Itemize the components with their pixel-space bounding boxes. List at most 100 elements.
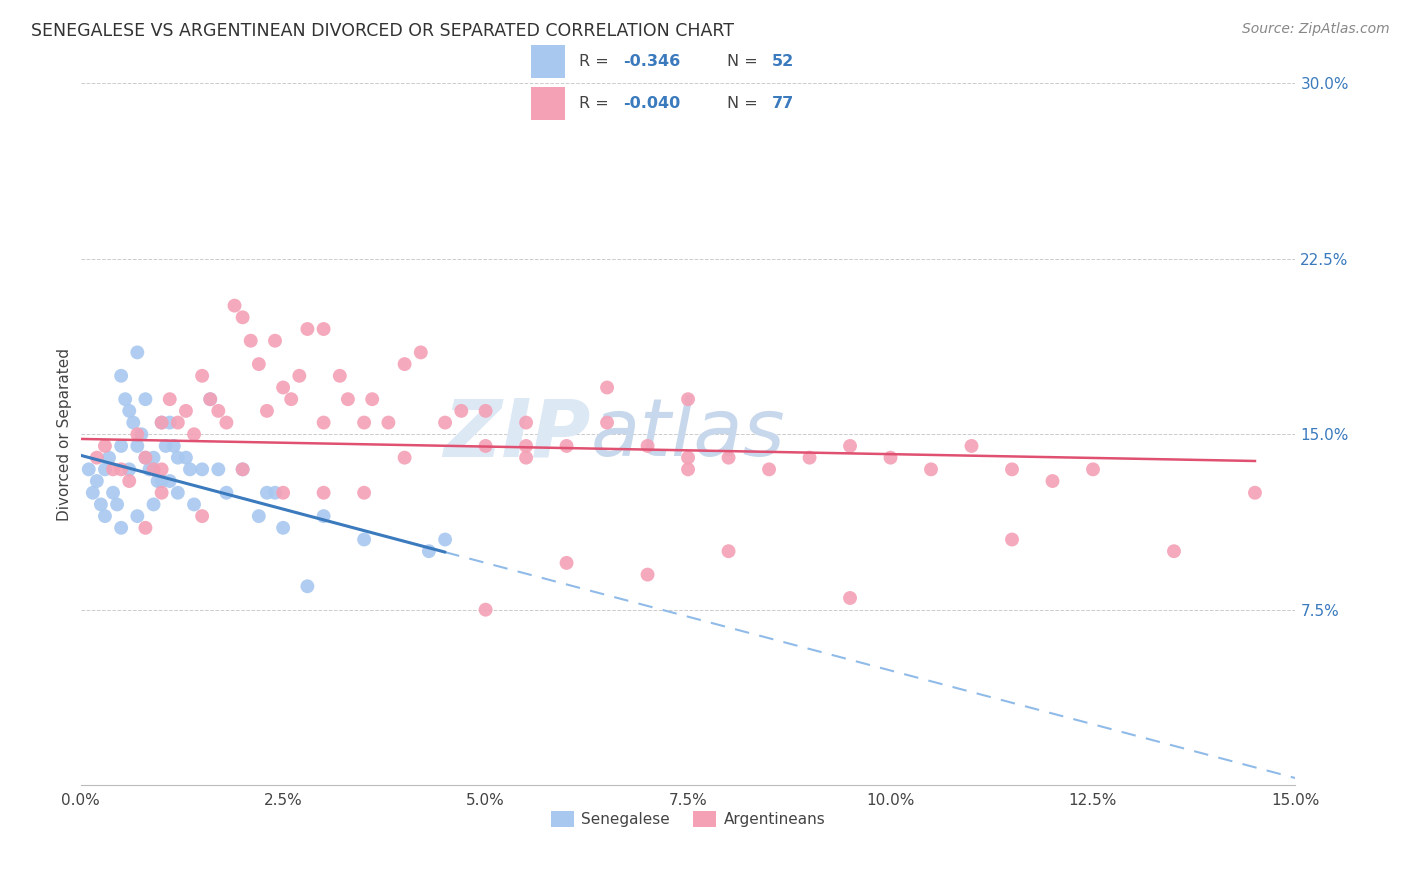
- Point: [920, 462, 942, 476]
- Point: [77, 462, 100, 476]
- Point: [312, 322, 335, 336]
- Point: [134, 392, 156, 407]
- Point: [150, 485, 173, 500]
- Point: [166, 450, 188, 465]
- Point: [232, 462, 254, 476]
- Point: [1081, 462, 1104, 476]
- Point: [799, 450, 821, 465]
- Point: [155, 439, 177, 453]
- Point: [960, 439, 983, 453]
- Point: [94, 462, 117, 476]
- Bar: [530, 45, 565, 78]
- Point: [264, 485, 287, 500]
- Point: [312, 485, 335, 500]
- Point: [122, 416, 145, 430]
- Point: [94, 439, 117, 453]
- Point: [166, 485, 188, 500]
- Point: [86, 474, 108, 488]
- Point: [247, 357, 270, 371]
- Point: [174, 450, 197, 465]
- Point: [297, 322, 319, 336]
- Point: [174, 404, 197, 418]
- Point: [839, 591, 862, 605]
- Point: [717, 544, 740, 558]
- Point: [839, 439, 862, 453]
- Point: [118, 462, 141, 476]
- Point: [207, 462, 229, 476]
- Point: [596, 380, 619, 394]
- Point: [110, 462, 132, 476]
- Point: [110, 439, 132, 453]
- Point: [101, 485, 124, 500]
- Point: [127, 345, 149, 359]
- Point: [183, 427, 205, 442]
- Point: [758, 462, 780, 476]
- Point: [353, 485, 375, 500]
- Point: [1001, 533, 1024, 547]
- Point: [474, 404, 496, 418]
- Point: [515, 439, 537, 453]
- Point: [191, 509, 214, 524]
- Point: [1244, 485, 1267, 500]
- Point: [215, 485, 238, 500]
- Point: [179, 462, 201, 476]
- Point: [150, 416, 173, 430]
- Point: [450, 404, 472, 418]
- Point: [418, 544, 440, 558]
- Point: [377, 416, 399, 430]
- Point: [200, 392, 222, 407]
- Point: [353, 416, 375, 430]
- Point: [409, 345, 432, 359]
- Text: -0.040: -0.040: [624, 96, 681, 112]
- Point: [555, 556, 578, 570]
- Point: [637, 567, 659, 582]
- Point: [361, 392, 384, 407]
- Point: [118, 474, 141, 488]
- Point: [434, 533, 457, 547]
- Text: ZIP: ZIP: [443, 395, 591, 474]
- Point: [207, 404, 229, 418]
- Point: [1042, 474, 1064, 488]
- Text: R =: R =: [579, 54, 613, 69]
- Text: R =: R =: [579, 96, 613, 112]
- Point: [163, 439, 186, 453]
- Point: [1001, 462, 1024, 476]
- Point: [142, 462, 165, 476]
- Point: [676, 392, 699, 407]
- Point: [82, 485, 104, 500]
- Point: [86, 450, 108, 465]
- Point: [1163, 544, 1185, 558]
- Point: [297, 579, 319, 593]
- Point: [676, 450, 699, 465]
- Point: [637, 439, 659, 453]
- Point: [101, 462, 124, 476]
- Point: [150, 416, 173, 430]
- Point: [555, 439, 578, 453]
- Point: [110, 521, 132, 535]
- Point: [166, 416, 188, 430]
- Point: [394, 450, 416, 465]
- Point: [596, 416, 619, 430]
- Point: [183, 498, 205, 512]
- Point: [98, 450, 121, 465]
- Point: [312, 416, 335, 430]
- Point: [146, 474, 169, 488]
- Point: [142, 498, 165, 512]
- Point: [256, 404, 278, 418]
- Point: [515, 416, 537, 430]
- Point: [150, 462, 173, 476]
- Point: [142, 462, 165, 476]
- Point: [288, 368, 311, 383]
- Point: [247, 509, 270, 524]
- Point: [105, 498, 128, 512]
- Point: [474, 439, 496, 453]
- Point: [127, 427, 149, 442]
- Point: [239, 334, 262, 348]
- Point: [159, 392, 181, 407]
- Point: [94, 509, 117, 524]
- Point: [474, 602, 496, 616]
- Point: [676, 462, 699, 476]
- Text: -0.346: -0.346: [624, 54, 681, 69]
- Text: N =: N =: [727, 54, 763, 69]
- Text: Source: ZipAtlas.com: Source: ZipAtlas.com: [1241, 22, 1389, 37]
